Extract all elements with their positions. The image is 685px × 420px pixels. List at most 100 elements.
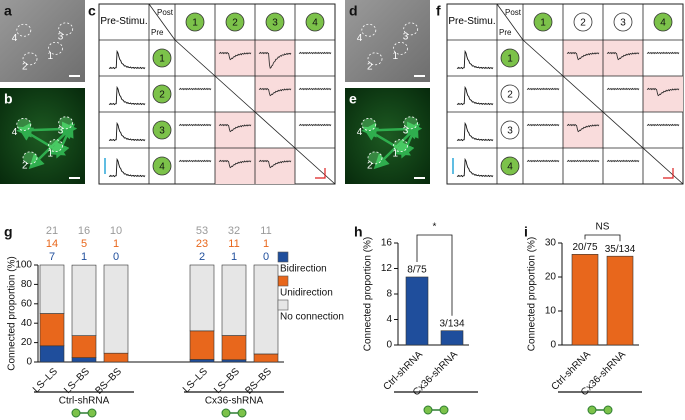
count-label: 16 — [78, 225, 90, 237]
y-tick-label: 100 — [15, 260, 32, 271]
connection-arrow — [16, 121, 78, 138]
pre-label: Pre — [499, 28, 512, 37]
scale-bar — [663, 168, 674, 179]
response-trace — [526, 159, 560, 163]
connection-icon — [71, 408, 81, 418]
cell-label: 2 — [367, 161, 373, 172]
panel-label: h — [354, 224, 363, 240]
y-tick-label: 8 — [386, 289, 392, 300]
node-circle — [653, 12, 673, 32]
panel-label: f — [436, 3, 441, 19]
node-circle — [500, 120, 520, 140]
corner-diagonal — [496, 3, 524, 41]
y-tick-label: 0 — [26, 357, 32, 368]
significance-bracket — [584, 234, 621, 242]
node-circle — [152, 120, 172, 140]
node-circle — [305, 12, 325, 32]
panel-label: e — [349, 91, 357, 107]
cell-label: 1 — [48, 51, 54, 62]
node-circle — [152, 84, 172, 104]
response-trace — [298, 123, 332, 127]
bar-segment — [71, 335, 97, 358]
node-label: 3 — [620, 18, 626, 29]
matrix-diagonal — [174, 39, 336, 185]
node-label: 3 — [159, 126, 165, 137]
cell-label: 4 — [357, 33, 363, 44]
node-label: 4 — [507, 162, 513, 173]
bar-segment — [189, 359, 215, 363]
node-circle — [265, 12, 285, 32]
panel-label: a — [4, 3, 12, 19]
bar — [405, 276, 429, 346]
cell-label: 2 — [22, 161, 28, 172]
legend-swatch — [277, 275, 289, 287]
response-trace — [526, 123, 560, 127]
scale-bar — [315, 168, 326, 179]
cell-outline — [393, 41, 408, 55]
cell-outline — [403, 116, 419, 130]
value-label: 3/134 — [439, 318, 464, 329]
bar — [606, 255, 634, 346]
count-label: 10 — [110, 225, 122, 237]
node-label: 3 — [272, 18, 278, 29]
response-trace — [178, 159, 212, 163]
corner-box: Pre-Stimu. — [448, 16, 496, 27]
cell-outline — [58, 22, 74, 36]
y-tick-label: 0 — [550, 340, 556, 351]
bar-segment — [221, 335, 247, 361]
node-label: 4 — [312, 18, 318, 29]
node-circle — [500, 84, 520, 104]
node-circle — [500, 48, 520, 68]
count-label: 21 — [46, 225, 58, 237]
y-tick-label: 16 — [381, 238, 393, 249]
cell-outline — [403, 22, 419, 36]
bar-segment — [103, 264, 129, 354]
cell-outline — [22, 151, 38, 165]
panel-label: i — [524, 224, 528, 240]
response-trace — [178, 123, 212, 127]
y-tick-label: 12 — [381, 263, 393, 274]
corner-label: Pre-Stimu. — [100, 16, 148, 27]
cell-outline — [48, 139, 63, 153]
response-trace — [566, 51, 600, 61]
node-circle — [225, 12, 245, 32]
connection-icon — [439, 405, 449, 415]
micrograph — [345, 0, 430, 82]
legend-swatch — [277, 251, 289, 263]
node-label: 2 — [159, 90, 165, 101]
cell-outline — [393, 139, 408, 153]
group-label: Ctrl-shRNA — [59, 396, 110, 407]
count-label: 1 — [231, 251, 237, 263]
cell-label: 3 — [58, 125, 64, 136]
y-tick-label: 40 — [21, 318, 33, 329]
stimulus-trace — [108, 85, 146, 106]
cell-label: 4 — [357, 127, 363, 138]
node-circle — [500, 156, 520, 176]
highlight-cell — [563, 40, 603, 76]
legend-swatch — [277, 299, 289, 311]
response-trace — [258, 159, 292, 169]
cell-label: 4 — [12, 33, 18, 44]
count-label: 53 — [196, 225, 208, 237]
response-trace — [566, 159, 600, 163]
corner-label: Pre-Stimu. — [448, 16, 496, 27]
panel-label: d — [349, 3, 358, 19]
value-label: 8/75 — [407, 265, 427, 276]
connection-icon — [603, 405, 613, 415]
cell-label: 3 — [403, 31, 409, 42]
panel-label: b — [4, 91, 13, 107]
node-circle — [613, 12, 633, 32]
count-label: 7 — [49, 251, 55, 263]
response-trace — [258, 87, 292, 97]
panel-label: g — [4, 224, 13, 240]
count-label: 32 — [228, 225, 240, 237]
connection-icon — [237, 408, 247, 418]
bar-segment — [253, 353, 279, 363]
post-label: Post — [505, 8, 522, 17]
stimulus-trace — [456, 85, 494, 106]
cell-outline — [367, 151, 383, 165]
node-circle — [533, 12, 553, 32]
bar-segment — [189, 264, 215, 332]
significance-label: * — [433, 222, 437, 233]
cell-label: 4 — [12, 127, 18, 138]
